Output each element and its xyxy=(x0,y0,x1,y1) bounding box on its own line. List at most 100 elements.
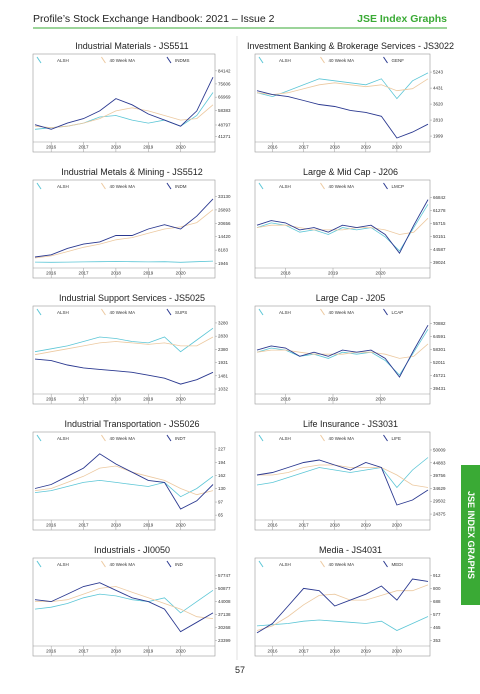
x-tick-label: 2020 xyxy=(176,397,187,402)
legend-label: ALSH xyxy=(279,436,291,441)
y-tick-label: 61278 xyxy=(433,208,446,213)
legend-swatch xyxy=(383,560,388,568)
x-tick-label: 2018 xyxy=(111,271,122,276)
x-tick-label: 2018 xyxy=(111,523,122,528)
chart-title: Industrial Transportation - JS5026 xyxy=(64,419,199,429)
x-tick-label: 2020 xyxy=(392,145,403,150)
series-line xyxy=(34,209,214,259)
legend-swatch xyxy=(101,56,106,64)
series-line xyxy=(34,104,214,129)
page-number: 57 xyxy=(235,665,245,675)
y-tick-label: 130 xyxy=(218,486,226,491)
legend-label: ALSH xyxy=(279,562,291,567)
y-tick-label: 4431 xyxy=(433,86,444,91)
legend-label: ALSH xyxy=(57,310,69,315)
y-tick-label: 66969 xyxy=(218,95,231,100)
legend-label: 40 Week MA xyxy=(109,184,135,189)
y-tick-label: 227 xyxy=(218,446,226,451)
chart-frame xyxy=(254,431,431,531)
legend-label: 40 Week MA xyxy=(329,310,355,315)
series-line xyxy=(256,616,429,631)
y-tick-label: 800 xyxy=(433,586,441,591)
y-tick-label: 1931 xyxy=(218,360,229,365)
x-tick-label: 2018 xyxy=(280,397,291,402)
y-tick-label: 14420 xyxy=(218,234,231,239)
y-tick-label: 39431 xyxy=(433,386,446,391)
y-tick-label: 84142 xyxy=(218,68,231,73)
x-tick-label: 2016 xyxy=(46,145,57,150)
series-line xyxy=(35,586,214,619)
legend-swatch xyxy=(36,182,42,190)
chart-title: Media - JS4031 xyxy=(319,545,382,555)
x-tick-label: 2020 xyxy=(176,145,187,150)
chart-frame xyxy=(32,305,216,405)
y-tick-label: 24375 xyxy=(433,512,446,517)
series-line xyxy=(256,459,429,506)
series-line xyxy=(256,343,429,359)
legend-swatch xyxy=(36,560,42,568)
y-tick-label: 55715 xyxy=(433,221,446,226)
y-tick-label: 20656 xyxy=(218,221,231,226)
legend-label: 40 Week MA xyxy=(329,436,355,441)
legend-label: IND xyxy=(175,562,184,567)
y-tick-label: 688 xyxy=(433,599,441,604)
legend-swatch xyxy=(101,434,106,442)
x-tick-label: 2018 xyxy=(111,649,122,654)
y-tick-label: 23399 xyxy=(218,638,231,643)
x-tick-label: 2018 xyxy=(111,145,122,150)
y-tick-label: 57747 xyxy=(218,573,231,578)
y-tick-label: 2380 xyxy=(218,347,229,352)
legend-swatch xyxy=(36,56,42,64)
y-tick-label: 3620 xyxy=(433,102,444,107)
chart-frame xyxy=(32,179,216,279)
x-tick-label: 2018 xyxy=(330,145,341,150)
series-line xyxy=(34,198,214,258)
x-tick-label: 2020 xyxy=(392,649,403,654)
header-section: JSE Index Graphs xyxy=(357,13,447,25)
x-tick-label: 2018 xyxy=(330,649,341,654)
series-line xyxy=(256,457,429,489)
legend-swatch xyxy=(320,308,325,316)
y-tick-label: 44883 xyxy=(433,460,446,465)
series-line xyxy=(256,90,429,139)
y-tick-label: 45721 xyxy=(433,373,446,378)
chart-title: Investment Banking & Brokerage Services … xyxy=(247,41,454,51)
legend-swatch xyxy=(258,56,264,64)
x-tick-label: 2016 xyxy=(46,523,57,528)
chart-title: Large Cap - J205 xyxy=(316,293,386,303)
y-tick-label: 66842 xyxy=(433,195,446,200)
x-tick-label: 2016 xyxy=(268,523,279,528)
legend-label: INDMS xyxy=(175,58,190,63)
legend-swatch xyxy=(383,434,388,442)
series-line xyxy=(256,204,429,252)
y-tick-label: 39756 xyxy=(433,473,446,478)
y-tick-label: 577 xyxy=(433,612,441,617)
legend-swatch xyxy=(166,308,172,316)
side-tab xyxy=(461,465,480,605)
series-line xyxy=(256,217,429,235)
chart-frame xyxy=(32,53,216,153)
x-tick-label: 2017 xyxy=(79,649,90,654)
chart-title: Industrial Metals & Mining - JS5512 xyxy=(61,167,203,177)
series-line xyxy=(34,582,214,633)
legend-label: ALSH xyxy=(279,310,291,315)
x-tick-label: 2019 xyxy=(328,397,339,402)
legend-label: ALSH xyxy=(279,58,291,63)
chart-title: Industrial Materials - JS5511 xyxy=(75,41,188,51)
series-line xyxy=(34,453,214,510)
y-tick-label: 29502 xyxy=(433,499,446,504)
legend-label: ALSH xyxy=(57,436,69,441)
y-tick-label: 26893 xyxy=(218,207,231,212)
legend-swatch xyxy=(383,56,388,64)
legend-label: 40 Week MA xyxy=(329,184,355,189)
legend-swatch xyxy=(166,56,172,64)
y-tick-label: 44008 xyxy=(218,599,231,604)
y-tick-label: 58301 xyxy=(433,347,446,352)
x-tick-label: 2018 xyxy=(330,523,341,528)
legend-label: ALSH xyxy=(57,58,69,63)
chart-title: Industrials - JI0050 xyxy=(94,545,170,555)
series-line xyxy=(256,578,429,634)
legend-swatch xyxy=(383,182,388,190)
y-tick-label: 194 xyxy=(218,460,226,465)
series-line xyxy=(256,329,429,376)
